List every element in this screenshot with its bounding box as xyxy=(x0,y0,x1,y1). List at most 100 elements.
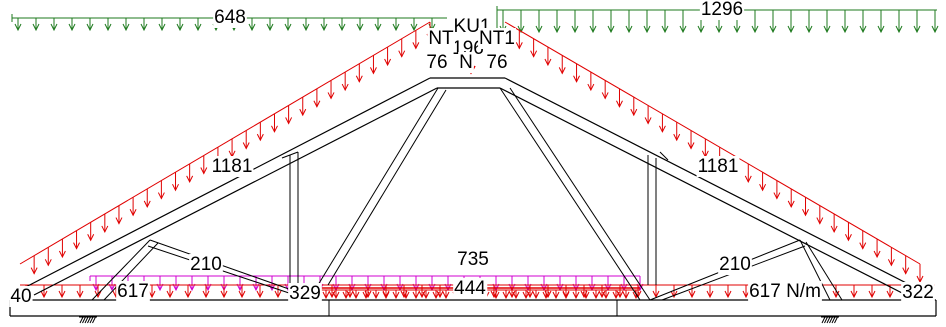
label-bottom-right-chord: 617 N/m xyxy=(749,281,821,302)
load-bottom-red-dense-arrow-head xyxy=(492,291,500,300)
load-roof-left-arrow-head xyxy=(327,92,335,100)
load-green-right-arrow-head xyxy=(787,25,795,34)
load-bottom-red-dense-arrow-head xyxy=(422,291,430,300)
load-roof-left-arrow-head xyxy=(87,234,95,242)
load-roof-left-arrow-head xyxy=(256,133,264,142)
load-roof-right-arrow-head xyxy=(816,217,824,225)
load-green-right-arrow-head xyxy=(643,25,651,34)
load-roof-left-arrow-head xyxy=(143,200,151,209)
label-right-slope: 1181 xyxy=(698,156,739,177)
label-bottom-magenta-bg xyxy=(456,249,490,271)
load-bottom-red-dense-arrow-head xyxy=(322,291,330,300)
support-right-hatch xyxy=(824,316,828,324)
load-roof-right-arrow-head xyxy=(916,275,924,284)
load-roof-right-arrow-head xyxy=(773,192,781,200)
support-left-hatch xyxy=(92,316,96,324)
load-green-right-arrow-head xyxy=(679,25,687,34)
top-chord-left-inner xyxy=(33,87,438,296)
load-roof-right-line xyxy=(504,21,921,265)
load-green-left-arrow-head xyxy=(410,23,418,32)
label-bottom-left-chord: 617 xyxy=(117,281,149,302)
load-green-right-arrow-head xyxy=(805,25,813,34)
top-chord-right-outer xyxy=(504,77,921,291)
label-right-web-load-bg xyxy=(718,254,752,276)
load-roof-right-arrow-head xyxy=(744,175,752,183)
load-green-left-arrow-head xyxy=(32,23,40,32)
load-roof-left-arrow-head xyxy=(355,75,363,83)
load-bottom-red-dense-arrow-head xyxy=(442,291,450,300)
load-roof-right-arrow-head xyxy=(530,50,538,58)
load-green-right-arrow-head xyxy=(823,25,831,34)
load-roof-left-line xyxy=(19,21,431,265)
load-bottom-red-arrow-head xyxy=(868,290,876,299)
load-bottom-red-dense-arrow-head xyxy=(632,291,640,300)
load-roof-right-arrow-head xyxy=(558,67,566,75)
load-bottom-red-arrow-head xyxy=(688,290,696,299)
load-green-right-arrow-head xyxy=(913,25,921,34)
load-roof-left-arrow-head xyxy=(30,267,38,275)
load-roof-right-arrow-head xyxy=(587,83,595,92)
load-roof-right-arrow-head xyxy=(644,117,652,125)
label-top-chord-right: NT1 xyxy=(479,28,515,49)
label-apex-right-bg xyxy=(485,52,509,74)
load-green-left-arrow-head xyxy=(50,23,58,32)
load-green-right-arrow-head xyxy=(931,25,939,34)
load-bottom-red-dense-arrow-head xyxy=(382,291,390,300)
load-bottom-red-dense-arrow-head xyxy=(512,291,520,300)
load-roof-right-arrow-head xyxy=(845,234,852,242)
load-ceiling-arrow-head xyxy=(268,283,276,292)
label-left-web-load-bg xyxy=(189,254,223,276)
label-left-slope-bg xyxy=(210,156,254,178)
load-bottom-red-arrow-head xyxy=(670,290,678,299)
label-top-chord-left: NT xyxy=(428,28,454,49)
load-roof-right-arrow-head xyxy=(873,250,881,259)
load-green-right-arrow-head xyxy=(625,25,633,34)
load-roof-left-arrow-head xyxy=(101,225,109,234)
load-roof-right-arrow-head xyxy=(902,267,910,275)
load-roof-right-arrow-head xyxy=(830,225,838,234)
label-apex-node-bg xyxy=(458,52,474,74)
load-green-right-arrow-head xyxy=(769,25,777,34)
load-bottom-red-dense-arrow-head xyxy=(572,291,580,300)
label-left-web-load: 210 xyxy=(190,254,222,275)
load-green-right-arrow-head xyxy=(571,25,579,34)
load-roof-right-arrow-head xyxy=(859,242,867,250)
load-roof-right-arrow-head xyxy=(673,133,681,142)
load-bottom-red-arrow-head xyxy=(238,290,246,299)
load-bottom-red-dense-arrow-head xyxy=(522,291,530,300)
load-roof-right-arrow-head xyxy=(887,259,895,267)
top-chord-right-inner xyxy=(499,87,907,296)
load-roof-left-arrow-head xyxy=(242,142,250,150)
label-bottom-right-end: 322 xyxy=(902,282,934,303)
load-roof-left-arrow-head xyxy=(186,175,194,183)
strut-left-a xyxy=(91,239,151,301)
label-right-slope-bg xyxy=(696,156,740,178)
load-green-right-arrow-head xyxy=(553,25,561,34)
load-bottom-red-dense-arrow-head xyxy=(542,291,550,300)
strut-left-b xyxy=(103,242,159,301)
load-roof-left-arrow-head xyxy=(313,100,321,108)
load-green-left-arrow-head xyxy=(302,23,310,32)
load-green-left-arrow-head xyxy=(266,23,274,32)
load-green-right-arrow-head xyxy=(535,25,543,34)
load-green-right-arrow-head xyxy=(733,25,741,34)
load-bottom-red-dense-arrow-head xyxy=(532,291,540,300)
load-bottom-red-arrow-head xyxy=(886,290,894,299)
load-roof-left-arrow-head xyxy=(73,242,80,250)
diagonal-left-b xyxy=(327,89,447,286)
load-bottom-red-dense-arrow-head xyxy=(402,291,410,300)
load-roof-left-arrow-head xyxy=(271,125,278,133)
load-roof-left-arrow-head xyxy=(285,117,293,125)
load-green-left-arrow-head xyxy=(392,23,400,32)
load-roof-right-arrow-head xyxy=(515,42,523,50)
load-green-left-arrow-head xyxy=(68,23,76,32)
load-ceiling-arrow-head xyxy=(108,283,116,292)
label-bottom-right-end-bg xyxy=(901,282,935,304)
load-bottom-red-arrow-head xyxy=(76,290,84,299)
load-bottom-red-dense-arrow-head xyxy=(372,291,380,300)
load-green-right-arrow-head xyxy=(877,25,885,34)
label-top-left-green: 648 xyxy=(214,7,246,28)
load-green-right-arrow-head xyxy=(715,25,723,34)
label-top-right-green: 1296 xyxy=(701,0,743,20)
